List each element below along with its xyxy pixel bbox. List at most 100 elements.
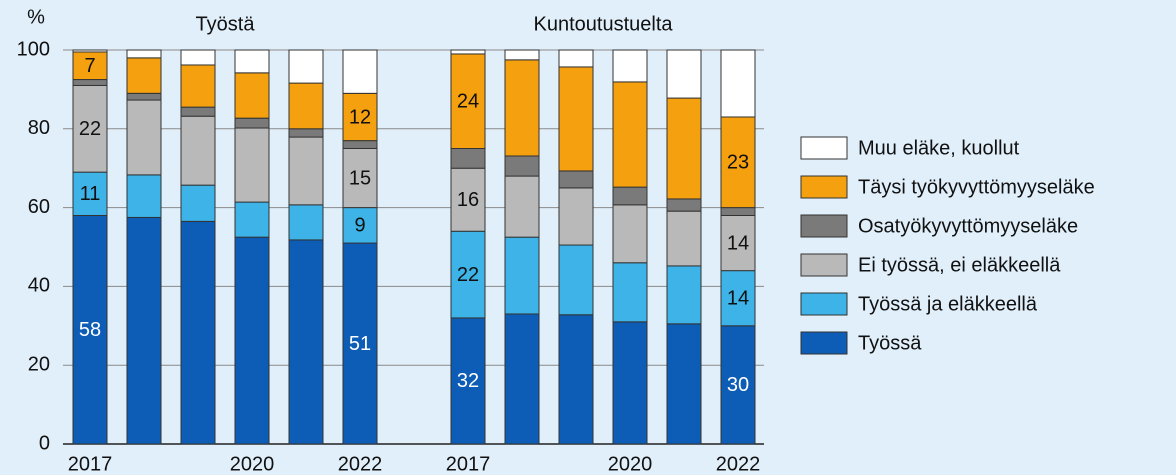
bar-segment xyxy=(504,59,540,157)
y-tick-label: 100 xyxy=(17,38,50,60)
x-tick-label: 2022 xyxy=(338,453,383,475)
legend-label: Muu eläke, kuollut xyxy=(858,137,1020,159)
bar-segment xyxy=(180,220,216,445)
bar-segment xyxy=(612,186,648,206)
y-tick-label: 80 xyxy=(28,117,50,139)
x-tick-label: 2020 xyxy=(608,453,653,475)
legend-label: Työssä xyxy=(858,332,922,354)
bar-segment xyxy=(558,314,594,445)
data-label: 11 xyxy=(80,183,101,205)
data-label: 15 xyxy=(349,167,371,189)
data-label: 22 xyxy=(457,264,479,286)
legend-swatch xyxy=(800,214,848,238)
bar-segment xyxy=(72,51,108,81)
y-tick-label: 60 xyxy=(28,196,50,218)
bar-segment xyxy=(666,210,702,267)
bar-segment xyxy=(666,323,702,445)
bar-segment xyxy=(180,49,216,66)
bar-segment xyxy=(288,204,324,241)
bar-segment xyxy=(180,106,216,117)
data-label: 7 xyxy=(84,55,95,77)
data-label: 14 xyxy=(727,288,749,310)
bar-segment xyxy=(558,49,594,68)
bar-segment xyxy=(180,64,216,108)
data-label: 51 xyxy=(349,333,371,355)
bar-segment xyxy=(180,184,216,222)
bar-segment xyxy=(342,148,378,209)
data-label: 14 xyxy=(727,232,749,254)
legend-label: Osatyökyvyttömyyseläke xyxy=(858,215,1078,237)
group-title: Kuntoutustuelta xyxy=(534,13,674,35)
bar-segment xyxy=(504,236,540,315)
bar-segment xyxy=(666,198,702,212)
bar-segment xyxy=(504,175,540,238)
bar-segment xyxy=(180,115,216,186)
legend-swatch xyxy=(800,136,848,160)
data-label: 24 xyxy=(457,91,479,113)
bar-segment xyxy=(450,53,486,149)
bar-segment xyxy=(288,128,324,138)
bar-segment xyxy=(126,99,162,176)
bar-segment xyxy=(234,236,270,445)
bar-segment xyxy=(234,201,270,238)
x-tick-label: 2022 xyxy=(716,453,761,475)
bar-segment xyxy=(342,140,378,149)
bar-segment xyxy=(288,239,324,445)
bar-segment xyxy=(612,321,648,445)
bar-segment xyxy=(72,84,108,173)
bar-segment xyxy=(504,313,540,445)
legend-label: Ei työssä, ei eläkkeellä xyxy=(858,254,1061,276)
bar-segment xyxy=(288,49,324,84)
bar-segment xyxy=(558,66,594,172)
bar-segment xyxy=(288,82,324,130)
data-label: 23 xyxy=(727,152,749,174)
bar-segment xyxy=(612,81,648,188)
bar-segment xyxy=(72,49,108,53)
y-tick-label: 0 xyxy=(39,432,50,454)
x-tick-label: 2017 xyxy=(446,453,491,475)
bar-segment xyxy=(720,116,756,209)
bar-segment xyxy=(666,265,702,325)
data-label: 16 xyxy=(457,189,479,211)
legend-swatch xyxy=(800,175,848,199)
bar-segment xyxy=(558,187,594,246)
group-title: Työstä xyxy=(196,13,256,35)
bar-segment xyxy=(450,49,486,55)
bar-segment xyxy=(720,325,756,445)
bar-segment xyxy=(342,49,378,94)
bar-segment xyxy=(450,148,486,169)
bar-segment xyxy=(558,170,594,189)
bar-segment xyxy=(342,242,378,445)
bar-segment xyxy=(666,49,702,99)
bar-segment xyxy=(612,49,648,83)
bar-segment xyxy=(72,79,108,86)
bar-segment xyxy=(720,49,756,118)
bar-segment xyxy=(234,72,270,119)
bar-segment xyxy=(612,204,648,264)
data-label: 30 xyxy=(727,374,749,396)
bar-segment xyxy=(126,174,162,218)
bar-segment xyxy=(126,92,162,101)
y-axis-label: % xyxy=(27,6,45,28)
legend-swatch xyxy=(800,292,848,316)
x-tick-label: 2020 xyxy=(230,453,275,475)
legend-label: Työssä ja eläkkeellä xyxy=(858,293,1038,315)
bar-segment xyxy=(720,207,756,216)
x-tick-label: 2017 xyxy=(68,453,113,475)
data-label: 32 xyxy=(457,370,479,392)
bar-segment xyxy=(126,216,162,445)
bar-segment xyxy=(450,167,486,232)
bar-segment xyxy=(450,317,486,445)
legend-swatch xyxy=(800,253,848,277)
bar-segment xyxy=(666,97,702,200)
legend-label: Täysi työkyvyttömyyseläke xyxy=(858,176,1095,198)
bar-segment xyxy=(234,117,270,129)
data-label: 22 xyxy=(79,118,101,140)
bar-segment xyxy=(234,127,270,203)
bar-segment xyxy=(450,230,486,319)
bar-segment xyxy=(504,155,540,177)
bar-segment xyxy=(234,49,270,74)
bar-segment xyxy=(126,57,162,94)
bar-segment xyxy=(342,207,378,244)
